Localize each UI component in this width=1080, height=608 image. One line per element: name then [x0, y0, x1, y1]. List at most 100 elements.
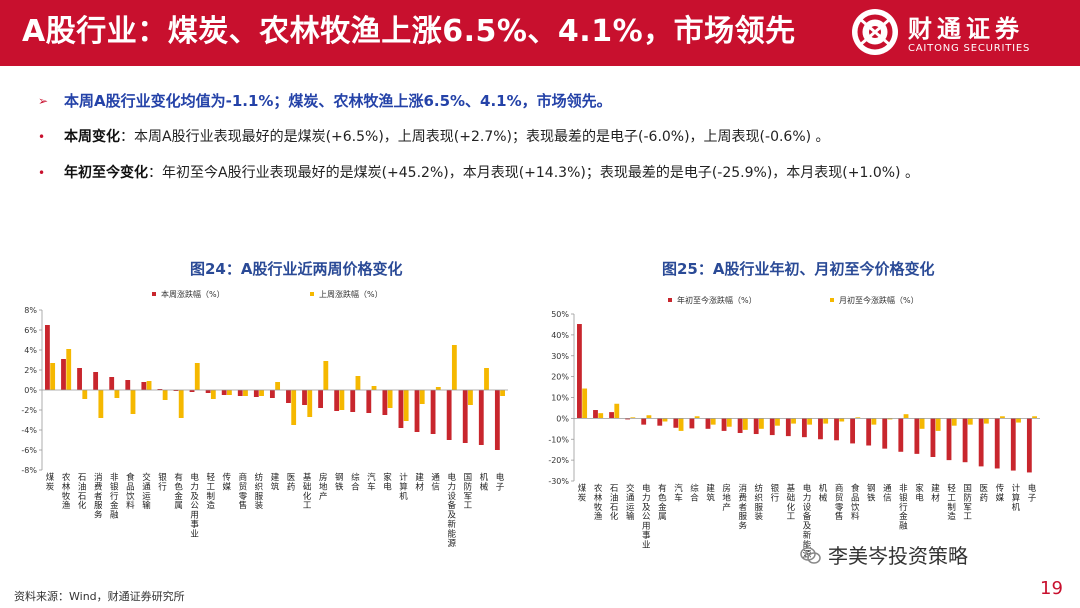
- wechat-icon: [800, 547, 821, 564]
- bar-primary: [593, 410, 598, 419]
- bar-primary: [577, 324, 582, 419]
- x-category-label: 金: [110, 500, 119, 511]
- bar-primary: [1010, 418, 1016, 471]
- x-category-label: 合: [690, 492, 699, 503]
- y-tick-label: 20%: [551, 373, 569, 382]
- y-tick-label: -20%: [548, 456, 569, 465]
- x-category-label: 军: [963, 503, 972, 513]
- x-category-label: 建: [415, 472, 424, 483]
- bar-secondary: [451, 345, 457, 390]
- x-category-label: 装: [255, 500, 264, 511]
- x-category-label: 金: [658, 502, 667, 513]
- x-category-label: 务: [94, 510, 103, 521]
- title-banner: A股行业：煤炭、农林牧渔上涨6.5%、4.1%，市场领先 财通证券 CAITON…: [0, 0, 1080, 66]
- x-category-label: 传: [223, 472, 232, 483]
- x-category-label: 材: [415, 481, 424, 492]
- x-category-label: 医: [980, 484, 989, 494]
- bar-primary: [609, 412, 614, 419]
- bar-primary: [253, 390, 259, 397]
- x-category-label: 农: [62, 472, 71, 483]
- bar-primary: [657, 418, 663, 426]
- chart-weekly-change: 本周涨跌幅（%） 上周涨跌幅（%） -8% -6% -4% -2% 0% 2% 4% 6% 8% 煤炭…: [21, 289, 508, 549]
- x-category-label: 设: [803, 502, 812, 513]
- slide-title: A股行业：煤炭、农林牧渔上涨6.5%、4.1%，市场领先: [22, 14, 796, 49]
- dot-bullet-icon: •: [38, 166, 46, 180]
- x-category-label: 综: [690, 483, 699, 494]
- x-category-label: 林: [594, 492, 603, 503]
- bar-primary: [834, 418, 839, 441]
- x-category-label: 输: [626, 511, 635, 522]
- x-category-label: 钢: [867, 483, 876, 494]
- x-category-label: 能: [803, 539, 812, 550]
- x-category-label: 工: [963, 512, 972, 522]
- bar-secondary: [484, 368, 489, 390]
- x-category-label: 用: [642, 522, 651, 532]
- bar-secondary: [403, 390, 409, 421]
- bar-secondary: [791, 418, 796, 424]
- bar-secondary: [726, 418, 732, 427]
- bar-secondary: [291, 390, 297, 425]
- bar-primary: [173, 390, 179, 391]
- x-category-label: 融: [110, 510, 119, 521]
- bar-secondary: [275, 382, 281, 390]
- bar-secondary: [419, 390, 425, 404]
- bar-secondary: [775, 418, 780, 426]
- x-category-label: 油: [610, 492, 619, 503]
- bar-secondary: [919, 418, 925, 429]
- x-category-label: 力: [190, 481, 199, 492]
- x-category-label: 商: [239, 472, 248, 483]
- x-category-label: 行: [899, 502, 908, 513]
- x-category-label: 零: [239, 492, 248, 502]
- bar-primary: [882, 418, 888, 449]
- x-category-label: 事: [642, 530, 651, 541]
- x-category-label: 基: [303, 472, 312, 483]
- bar-secondary: [130, 390, 136, 414]
- y-tick-label: 40%: [551, 331, 569, 340]
- y-tick-label: 6%: [24, 326, 37, 335]
- x-category-label: 行: [158, 481, 167, 492]
- x-category-label: 算: [1012, 492, 1021, 503]
- bar-primary: [221, 390, 227, 395]
- x-category-label: 石: [78, 492, 87, 502]
- bar-primary: [430, 390, 436, 434]
- x-category-label: 铁: [867, 492, 876, 503]
- x-category-label: 机: [480, 472, 489, 483]
- x-category-label: 行: [771, 492, 780, 503]
- x-category-label: 输: [142, 500, 151, 511]
- x-category-label: 通: [626, 492, 635, 503]
- x-category-label: 饮: [851, 502, 860, 513]
- x-category-label: 造: [947, 511, 956, 522]
- x-category-label: 新: [448, 519, 457, 530]
- dot-bullet-icon: •: [38, 130, 46, 144]
- x-category-label: 用: [190, 511, 199, 521]
- x-category-label: 综: [351, 472, 360, 483]
- x-category-label: 林: [62, 481, 71, 492]
- x-category-label: 融: [899, 521, 908, 532]
- x-category-label: 子: [496, 482, 505, 492]
- bar-secondary: [66, 349, 72, 390]
- x-category-label: 化: [610, 511, 619, 522]
- x-category-label: 及: [190, 492, 199, 502]
- x-category-label: 金: [899, 511, 908, 522]
- x-category-label: 色: [174, 481, 183, 492]
- x-category-label: 煤: [46, 472, 55, 483]
- bar-primary: [785, 418, 791, 437]
- x-category-label: 业: [190, 528, 199, 539]
- x-category-label: 家: [383, 472, 392, 483]
- legend-swatch: [830, 298, 834, 302]
- x-category-label: 力: [642, 492, 651, 503]
- x-category-label: 础: [303, 481, 312, 492]
- bar-secondary: [114, 390, 120, 398]
- bar-primary: [189, 390, 195, 392]
- x-category-label: 电: [1028, 483, 1037, 494]
- bar-primary: [898, 418, 904, 452]
- x-category-label: 饮: [126, 491, 135, 502]
- x-category-label: 地: [319, 481, 328, 492]
- bar-primary: [398, 390, 404, 428]
- y-tick-label: 4%: [24, 346, 37, 355]
- bar-primary: [994, 418, 1000, 469]
- x-category-label: 材: [931, 492, 940, 503]
- x-category-label: 源: [448, 539, 457, 549]
- x-category-label: 石: [610, 484, 619, 494]
- x-category-label: 工: [303, 501, 312, 511]
